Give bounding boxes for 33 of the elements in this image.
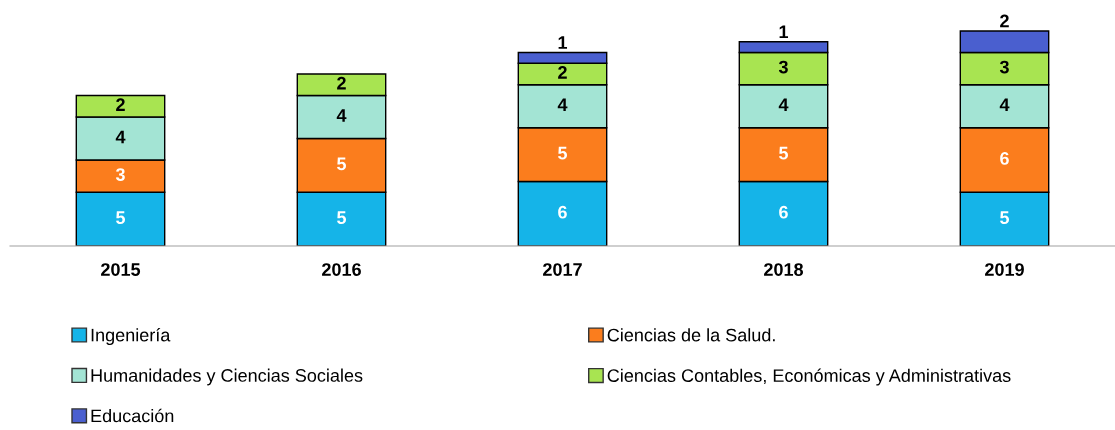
data-label: 2 <box>558 66 567 79</box>
x-tick-label: 2015 <box>101 263 141 276</box>
data-label: 6 <box>558 205 567 219</box>
data-label: 4 <box>778 98 789 111</box>
legend-label: Ciencias de la Salud. <box>607 328 775 342</box>
data-label: 2 <box>337 76 346 90</box>
data-label: 6 <box>1000 152 1009 165</box>
data-label: 4 <box>999 98 1010 111</box>
data-label: 5 <box>1000 211 1010 224</box>
legend-label: Educación <box>91 408 174 423</box>
data-label: 1 <box>779 25 789 38</box>
x-tick-label: 2017 <box>543 263 582 276</box>
data-label: 4 <box>336 109 347 122</box>
data-label: 4 <box>115 130 126 144</box>
x-tick-label: 2016 <box>322 263 361 276</box>
data-label: 5 <box>337 157 347 171</box>
data-label: 5 <box>558 146 568 160</box>
data-label: 2 <box>116 98 125 111</box>
legend-label: Humanidades y Ciencias Sociales <box>91 368 363 386</box>
data-label: 4 <box>557 98 568 111</box>
data-label: 5 <box>779 146 789 160</box>
legend-label: Ingeniería <box>91 328 171 346</box>
data-label: 2 <box>1000 14 1009 28</box>
data-label: 6 <box>779 205 788 219</box>
data-label: 1 <box>558 36 568 49</box>
data-label: 3 <box>778 60 788 74</box>
data-label: 3 <box>115 168 125 181</box>
x-tick-label: 2019 <box>985 263 1024 276</box>
data-label: 5 <box>116 211 126 224</box>
legend-label: Ciencias Contables, Económicas y Administrativas <box>607 368 1011 386</box>
data-label: 5 <box>337 211 347 224</box>
data-label: 3 <box>999 60 1009 74</box>
x-tick-label: 2018 <box>764 263 804 276</box>
